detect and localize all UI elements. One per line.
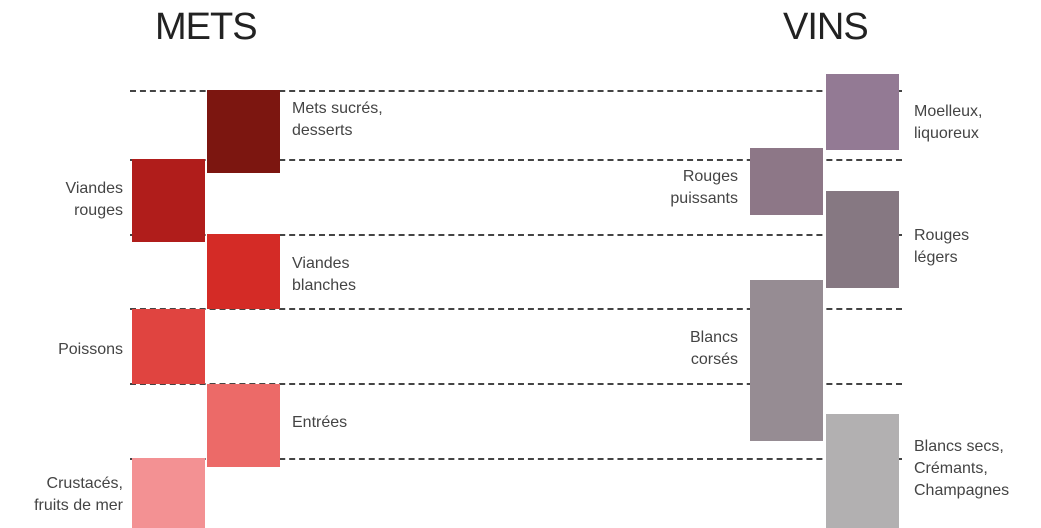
vins-label-blancs-corses: Blancs corsés [689, 329, 738, 368]
dashed-guide-line [130, 90, 902, 92]
mets-block-poissons [132, 309, 205, 384]
vins-block-rouges-puissants [750, 148, 823, 215]
vins-label-moelleux: Moelleux, liquoreux [914, 103, 983, 142]
mets-block-viandes-rouges [132, 159, 205, 242]
mets-block-entrees [207, 384, 280, 467]
mets-label-desserts: Mets sucrés, desserts [292, 100, 383, 139]
vins-label-rouges-puissants: Rouges puissants [670, 168, 738, 207]
dashed-guide-line [130, 383, 902, 385]
mets-label-crustaces: Crustacés, fruits de mer [34, 475, 123, 514]
mets-label-viandes-rouges: Viandes rouges [65, 180, 123, 219]
mets-label-viandes-blanches: Viandes blanches [292, 255, 357, 294]
vins-block-blancs-corses [750, 280, 823, 441]
mets-label-poissons: Poissons [58, 341, 123, 358]
mets-block-crustaces [132, 458, 205, 528]
mets-block-desserts [207, 90, 280, 173]
mets-block-viandes-blanches [207, 234, 280, 309]
vins-label-rouges-legers: Rouges légers [914, 227, 970, 266]
mets-title: METS [155, 6, 258, 48]
dashed-guide-line [130, 234, 902, 236]
vins-block-blancs-secs [826, 414, 899, 528]
vins-title: VINS [783, 6, 869, 48]
vins-block-rouges-legers [826, 191, 899, 288]
vins-label-blancs-secs: Blancs secs, Crémants, Champagnes [914, 438, 1010, 499]
dashed-guide-line [130, 159, 902, 161]
dashed-guide-line [130, 458, 902, 460]
dashed-guide-line [130, 308, 902, 310]
mets-label-entrees: Entrées [292, 414, 348, 431]
vins-block-moelleux [826, 74, 899, 150]
